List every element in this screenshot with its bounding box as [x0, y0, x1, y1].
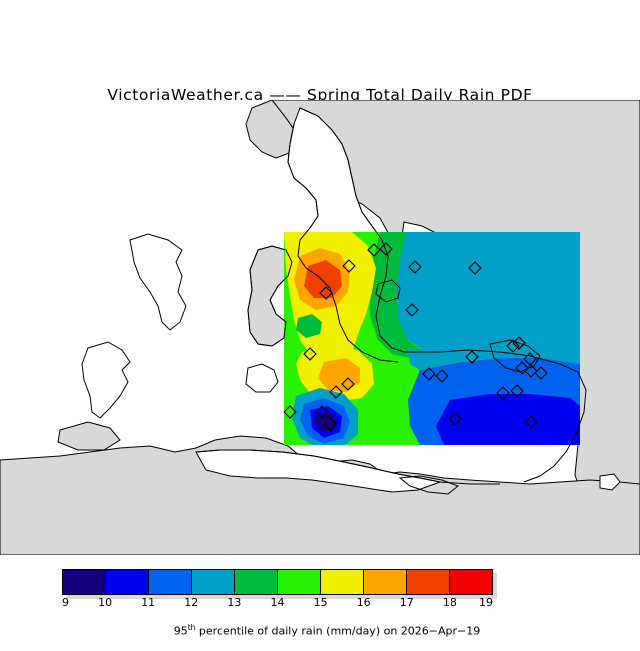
station-marker: [512, 336, 526, 350]
coastline-northeast: [299, 107, 405, 353]
contour-band-13-14-strip: [370, 232, 422, 358]
colorbar-tick-13: 13: [227, 596, 242, 609]
coastline-south: [195, 449, 500, 485]
colorbar-tick-10: 10: [98, 596, 113, 609]
coastline-overlay: [81, 107, 587, 495]
colorbar-tick-18: 18: [442, 596, 457, 609]
colorbar-bands: [62, 569, 493, 595]
colorbar-band-18-19: [450, 570, 492, 594]
station-marker: [323, 417, 337, 431]
water-east-lake: [599, 473, 621, 491]
colorbar-caption: 95th percentile of daily rain (mm/day) o…: [0, 610, 640, 651]
colorbar-tick-labels: 9 10 11 12 13 14 15 16 17 18 19: [62, 596, 493, 610]
contour-band-12-13-northeast: [396, 232, 580, 368]
coastline-small-island-center: [375, 279, 401, 303]
land-south-main: [0, 435, 640, 555]
station-marker: [422, 367, 436, 381]
station-marker: [341, 377, 355, 391]
contour-band-16-17-south-pocket: [318, 358, 360, 392]
colorbar-tick-17: 17: [399, 596, 414, 609]
colorbar-tick-12: 12: [184, 596, 199, 609]
station-marker: [534, 366, 548, 380]
coastline-island-upper: [129, 233, 187, 331]
station-marker: [303, 347, 317, 361]
station-marker: [524, 364, 538, 378]
coastline-island-lower: [81, 341, 131, 419]
station-marker: [367, 243, 381, 257]
contour-band-14-15-southwest: [284, 394, 296, 440]
coastline-west: [247, 245, 293, 347]
station-marker: [524, 415, 538, 429]
colorbar-band-9-10: [63, 570, 106, 594]
colorbar-band-14-15: [278, 570, 321, 594]
station-marker: [435, 369, 449, 383]
land-island-a: [57, 421, 121, 451]
station-marker: [408, 260, 422, 274]
colorbar-band-15-16: [321, 570, 364, 594]
colorbar-band-12-13: [192, 570, 235, 594]
coastline-peninsula-east: [489, 339, 541, 373]
contour-band-13-14-west-blob: [296, 314, 322, 338]
contour-band-17-18-core: [304, 260, 342, 298]
station-marker: [379, 242, 393, 256]
caption-prefix: 95: [173, 624, 188, 638]
water-west-strait: [245, 363, 279, 393]
colorbar-tick-14: 14: [270, 596, 285, 609]
colorbar-tick-11: 11: [141, 596, 156, 609]
station-marker: [319, 286, 333, 300]
coastline-east-arc: [404, 349, 587, 483]
station-marker: [510, 384, 524, 398]
contour-band-10-11-east: [436, 394, 580, 445]
station-marker: [342, 259, 356, 273]
coastline-sandbar: [398, 475, 459, 495]
colorbar-tick-9: 9: [62, 596, 69, 609]
station-marker: [315, 405, 329, 419]
station-marker: [405, 303, 419, 317]
caption-rest: percentile of daily rain (mm/day) on 202…: [195, 624, 481, 638]
colorbar-tick-15: 15: [313, 596, 328, 609]
caption-ordinal-suffix: th: [187, 623, 196, 632]
colorbar[interactable]: [62, 569, 493, 595]
colorbar-tick-19: 19: [479, 596, 493, 609]
station-markers: [283, 242, 548, 431]
colorbar-band-10-11: [106, 570, 149, 594]
station-marker: [329, 385, 343, 399]
map-canvas: [0, 100, 640, 555]
station-marker: [465, 350, 479, 364]
station-marker: [496, 386, 510, 400]
colorbar-band-11-12: [149, 570, 192, 594]
station-marker: [506, 339, 520, 353]
station-marker: [283, 405, 297, 419]
coastline-north: [287, 123, 399, 363]
station-marker: [448, 412, 462, 426]
station-marker: [523, 352, 537, 366]
colorbar-band-16-17: [364, 570, 407, 594]
colorbar-band-13-14: [235, 570, 278, 594]
station-marker: [468, 261, 482, 275]
contour-field: [284, 232, 580, 445]
colorbar-band-17-18: [407, 570, 450, 594]
map-svg: [0, 100, 640, 555]
colorbar-tick-16: 16: [356, 596, 371, 609]
